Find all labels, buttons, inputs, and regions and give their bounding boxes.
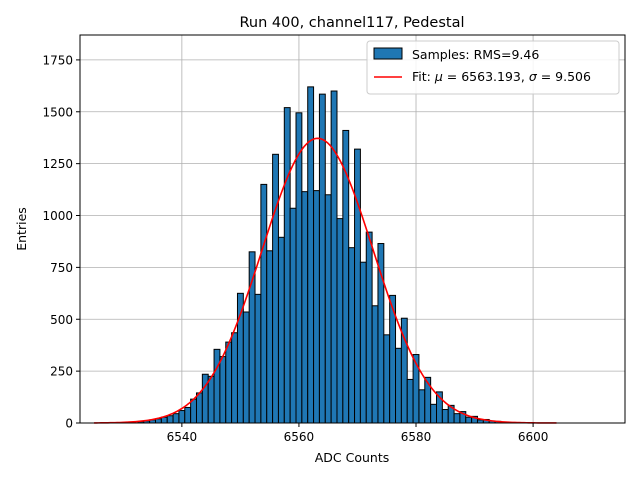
histogram-bar [371,305,379,424]
histogram-bar [289,207,297,424]
histogram-bar [166,415,174,424]
histogram-bar [178,410,186,424]
fit-label-sigma: σ [529,69,538,84]
histogram-bar [453,413,461,424]
legend-label-fit: Fit: μ = 6563.193, σ = 9.506 [412,69,591,84]
histogram-bar [260,183,268,424]
legend: Samples: RMS=9.46 Fit: μ = 6563.193, σ =… [366,40,620,95]
histogram-bar [184,406,192,424]
histogram-bar [377,243,385,424]
histogram-bar [190,398,197,424]
histogram-bar [242,311,250,424]
histogram-bar [441,409,449,424]
histogram-bar [324,194,332,424]
y-tick-label: 250 [50,365,73,379]
histogram-bar [272,153,279,424]
y-tick-label: 1500 [42,105,73,119]
histogram-bar [207,375,215,424]
y-tick-label: 1000 [42,209,73,223]
histogram-bar [213,348,221,424]
histogram-bar [160,416,168,424]
histogram-bar [295,112,303,424]
x-axis-ticks: 6540 6560 6580 6600 [167,423,549,444]
histogram-bar [336,218,344,424]
y-tick-label: 1250 [42,157,73,171]
chart-title: Run 400, channel117, Pedestal [239,15,464,31]
histogram-bar [283,107,291,424]
legend-swatch-samples [373,47,403,60]
y-tick-label: 1750 [42,53,73,67]
x-tick-label: 6600 [518,430,549,444]
histogram-bar [195,392,203,424]
y-tick-label: 500 [50,313,73,327]
histogram-bar [348,247,356,424]
histogram-bar [225,341,233,424]
histogram-bar [277,236,285,424]
x-tick-label: 6560 [284,430,315,444]
gaussian-fit-curve [94,137,557,424]
histogram-bar [395,347,402,424]
x-tick-label: 6580 [401,430,432,444]
fit-label-mu: μ [434,69,443,84]
x-axis-label: ADC Counts [315,450,390,465]
histogram-bar [430,403,438,424]
histogram-bar [231,332,238,424]
y-axis-label: Entries [14,207,29,251]
histogram-bar [254,293,262,424]
histogram-bar [383,334,391,424]
histogram-bar [313,190,320,424]
y-tick-label: 750 [50,261,73,275]
histogram-bar [354,148,361,424]
fit-label-mid: = 6563.193, [443,69,529,84]
histogram-bar [418,389,426,424]
histogram-bar [201,373,209,424]
x-tick-label: 6540 [167,430,198,444]
histogram-bar [266,250,274,424]
legend-label-samples: Samples: RMS=9.46 [412,47,539,62]
legend-box [366,40,620,95]
fit-label-prefix: Fit: [412,69,435,84]
histogram-bars [137,86,508,424]
histogram-bar [359,261,367,424]
histogram-bar [365,231,373,424]
histogram-bar [301,191,309,424]
histogram-bar [406,378,414,424]
histogram-bar [424,376,432,424]
histogram-bar [248,251,256,424]
histogram-bar [318,93,326,424]
y-axis-ticks: 0 250 500 750 1000 1250 1500 1750 [42,53,80,431]
histogram-bar [330,90,338,424]
histogram-bar [465,416,473,424]
histogram-bar [219,356,227,424]
y-tick-label: 0 [65,417,73,431]
plot-frame [79,34,626,424]
histogram-bar [172,413,180,424]
fit-label-suffix: = 9.506 [537,69,591,84]
histogram-bar [307,86,315,424]
